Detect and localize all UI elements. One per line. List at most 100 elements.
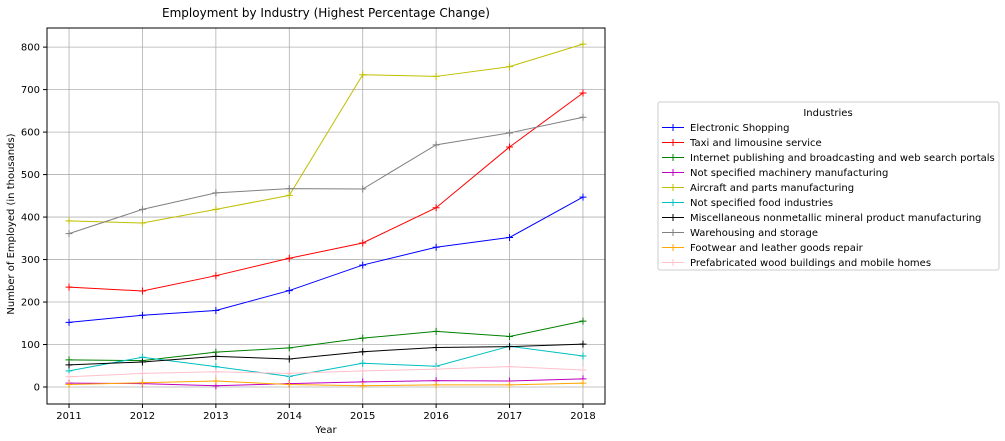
legend-marker	[669, 244, 677, 251]
x-tick-label: 2015	[350, 411, 375, 422]
data-point	[432, 381, 440, 389]
y-tick-label: 0	[34, 383, 40, 394]
series-6	[65, 342, 587, 380]
data-point	[65, 373, 73, 381]
y-tick-label: 200	[21, 298, 40, 309]
data-point	[432, 343, 440, 351]
data-point	[432, 141, 440, 149]
data-point	[285, 191, 293, 199]
data-point	[212, 189, 220, 197]
legend-item: Prefabricated wood buildings and mobile …	[662, 258, 931, 269]
series-line	[69, 92, 584, 292]
data-point	[579, 113, 587, 121]
data-point	[506, 381, 514, 389]
data-point	[285, 287, 293, 295]
series-2	[65, 89, 587, 295]
y-tick-label: 800	[21, 43, 40, 54]
series-line	[68, 196, 584, 323]
legend-marker	[669, 184, 677, 191]
data-point	[359, 367, 367, 375]
series-line	[68, 116, 584, 235]
data-point	[285, 254, 293, 262]
series-line	[69, 43, 584, 224]
data-point	[138, 219, 146, 227]
legend-item: Not specified food industries	[662, 198, 833, 209]
legend-item: Taxi and limousine service	[662, 138, 822, 149]
legend-item: Not specified machinery manufacturing	[662, 168, 888, 179]
legend-label: Taxi and limousine service	[689, 138, 822, 149]
legend-item: Warehousing and storage	[662, 228, 818, 239]
data-point	[359, 348, 367, 356]
legend-label: Electronic Shopping	[690, 123, 789, 134]
legend-label: Miscellaneous nonmetallic mineral produc…	[690, 213, 981, 224]
series-line	[69, 343, 583, 366]
legend-marker	[669, 139, 677, 146]
legend-marker	[669, 229, 677, 236]
data-point	[579, 89, 587, 97]
series-1	[65, 193, 587, 326]
data-point	[212, 368, 220, 376]
data-point	[506, 143, 514, 151]
data-point	[359, 71, 367, 79]
y-tick-label: 300	[21, 255, 40, 266]
legend-title: Industries	[803, 108, 852, 119]
data-point	[212, 377, 220, 385]
data-point	[506, 129, 514, 137]
legend-marker	[669, 169, 677, 176]
y-tick-label: 100	[21, 340, 40, 351]
data-point	[579, 193, 587, 201]
data-point	[506, 343, 514, 351]
series-layer	[65, 40, 587, 390]
series-line	[69, 366, 583, 378]
data-point	[432, 243, 440, 251]
y-tick-label: 400	[21, 213, 40, 224]
data-point	[138, 379, 146, 387]
legend-item: Electronic Shopping	[662, 123, 789, 134]
data-point	[506, 233, 514, 241]
data-point	[138, 205, 146, 213]
data-point	[359, 261, 367, 269]
data-point	[285, 380, 293, 388]
series-line	[69, 320, 584, 362]
legend-box	[657, 101, 1000, 271]
legend-label: Not specified food industries	[690, 198, 833, 209]
x-tick-label: 2011	[56, 411, 81, 422]
data-point	[138, 311, 146, 319]
data-point	[212, 205, 220, 213]
series-5	[65, 40, 587, 227]
data-point	[285, 355, 293, 363]
legend-item: Miscellaneous nonmetallic mineral produc…	[662, 213, 981, 224]
legend-marker	[669, 154, 677, 161]
data-point	[138, 358, 146, 366]
y-tick-label: 600	[21, 128, 40, 139]
data-point	[579, 366, 587, 374]
data-point	[359, 239, 367, 247]
data-point	[65, 318, 73, 326]
legend-label: Prefabricated wood buildings and mobile …	[690, 258, 931, 269]
y-tick-label: 700	[21, 85, 40, 96]
data-point	[65, 361, 73, 369]
data-point	[359, 185, 367, 193]
data-point	[65, 217, 73, 225]
data-point	[579, 340, 587, 348]
data-point	[432, 204, 440, 212]
legend-marker	[669, 199, 677, 206]
data-point	[65, 380, 73, 388]
chart-title: Employment by Industry (Highest Percenta…	[162, 6, 490, 20]
x-tick-label: 2018	[570, 411, 595, 422]
data-point	[506, 332, 514, 340]
legend-label: Internet publishing and broadcasting and…	[690, 153, 995, 164]
data-point	[65, 367, 73, 375]
data-point	[285, 185, 293, 193]
data-point	[432, 365, 440, 373]
data-point	[138, 369, 146, 377]
data-point	[65, 283, 73, 291]
data-point	[285, 369, 293, 377]
legend-item: Internet publishing and broadcasting and…	[662, 153, 995, 164]
axes: 2011 2012 2013 2014 2015 2016 2017 2018 0 100 200 3…	[21, 43, 596, 422]
x-tick-label: 2014	[277, 411, 302, 422]
legend-label: Not specified machinery manufacturing	[690, 168, 888, 179]
data-point	[579, 352, 587, 360]
data-point	[506, 63, 514, 71]
data-point	[359, 334, 367, 342]
